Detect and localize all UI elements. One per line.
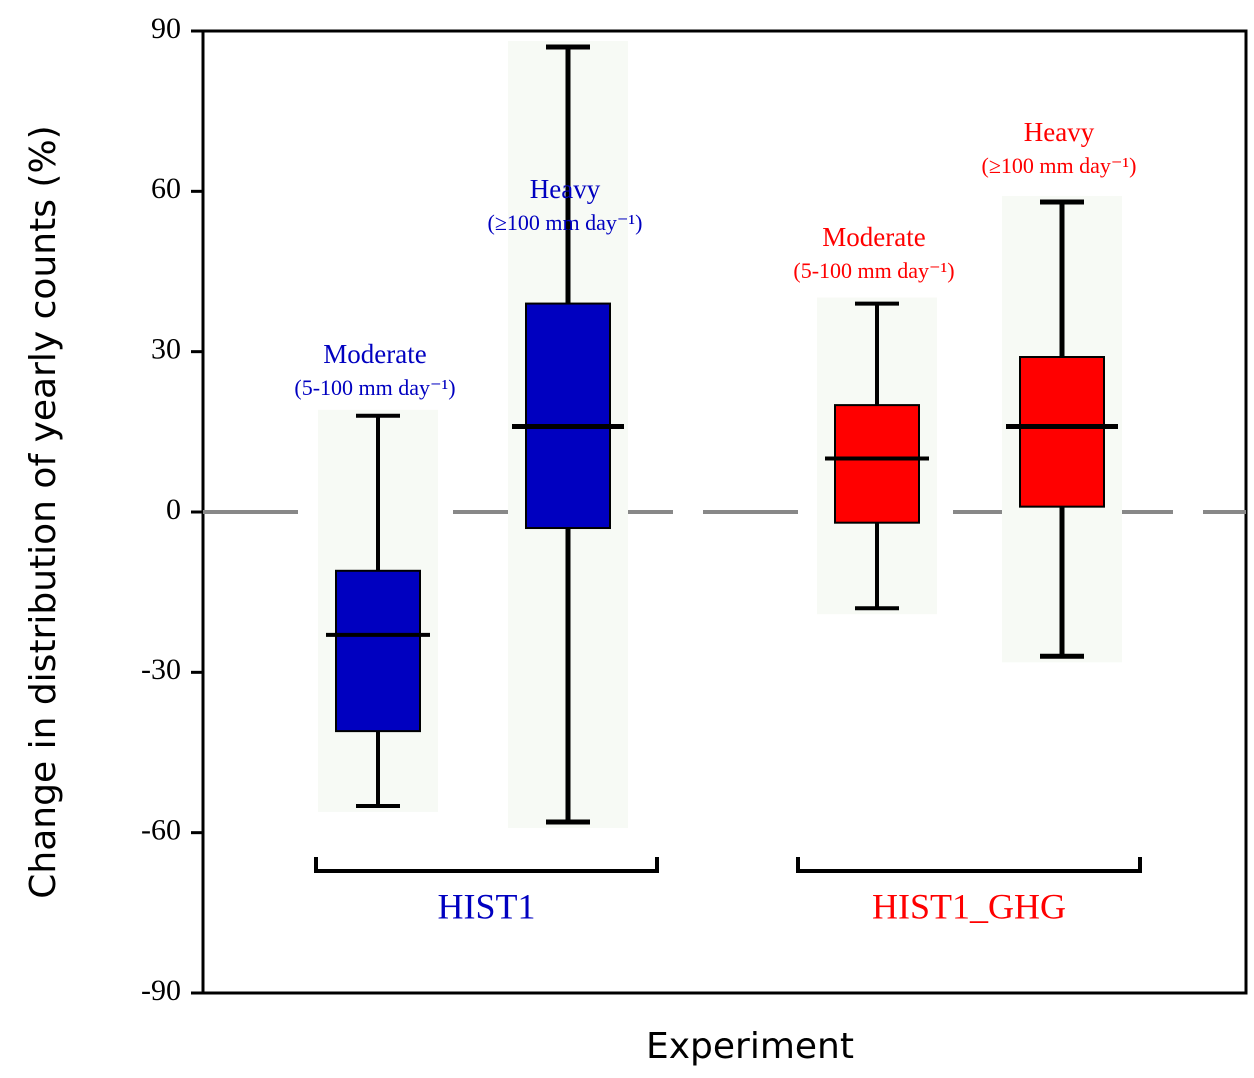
box-sublabel: (≥100 mm day⁻¹) — [488, 210, 643, 235]
y-tick-label: 0 — [166, 493, 181, 526]
group-bracket — [314, 857, 659, 873]
box — [335, 569, 421, 733]
box — [834, 404, 920, 524]
box-label: Heavy — [530, 174, 601, 204]
box-label: Moderate — [323, 339, 426, 369]
group-label: HIST1_GHG — [872, 886, 1066, 926]
box-label: Moderate — [822, 222, 925, 252]
y-tick-label: -30 — [141, 653, 181, 686]
box-sublabel: (5-100 mm day⁻¹) — [793, 258, 954, 283]
group-label: HIST1 — [438, 886, 536, 926]
box — [1019, 356, 1105, 508]
x-axis-label: Experiment — [646, 1026, 854, 1067]
box-sublabel: (≥100 mm day⁻¹) — [982, 153, 1137, 178]
y-axis-label: Change in distribution of yearly counts … — [23, 125, 64, 898]
group-bracket — [796, 857, 1142, 873]
box-label: Heavy — [1024, 117, 1095, 147]
y-tick-label: 60 — [151, 172, 181, 205]
box — [525, 302, 611, 530]
y-tick-label: -60 — [141, 814, 181, 847]
box-sublabel: (5-100 mm day⁻¹) — [294, 375, 455, 400]
y-tick-label: 90 — [151, 12, 181, 45]
y-tick-label: 30 — [151, 333, 181, 366]
y-tick-label: -90 — [141, 974, 181, 1007]
